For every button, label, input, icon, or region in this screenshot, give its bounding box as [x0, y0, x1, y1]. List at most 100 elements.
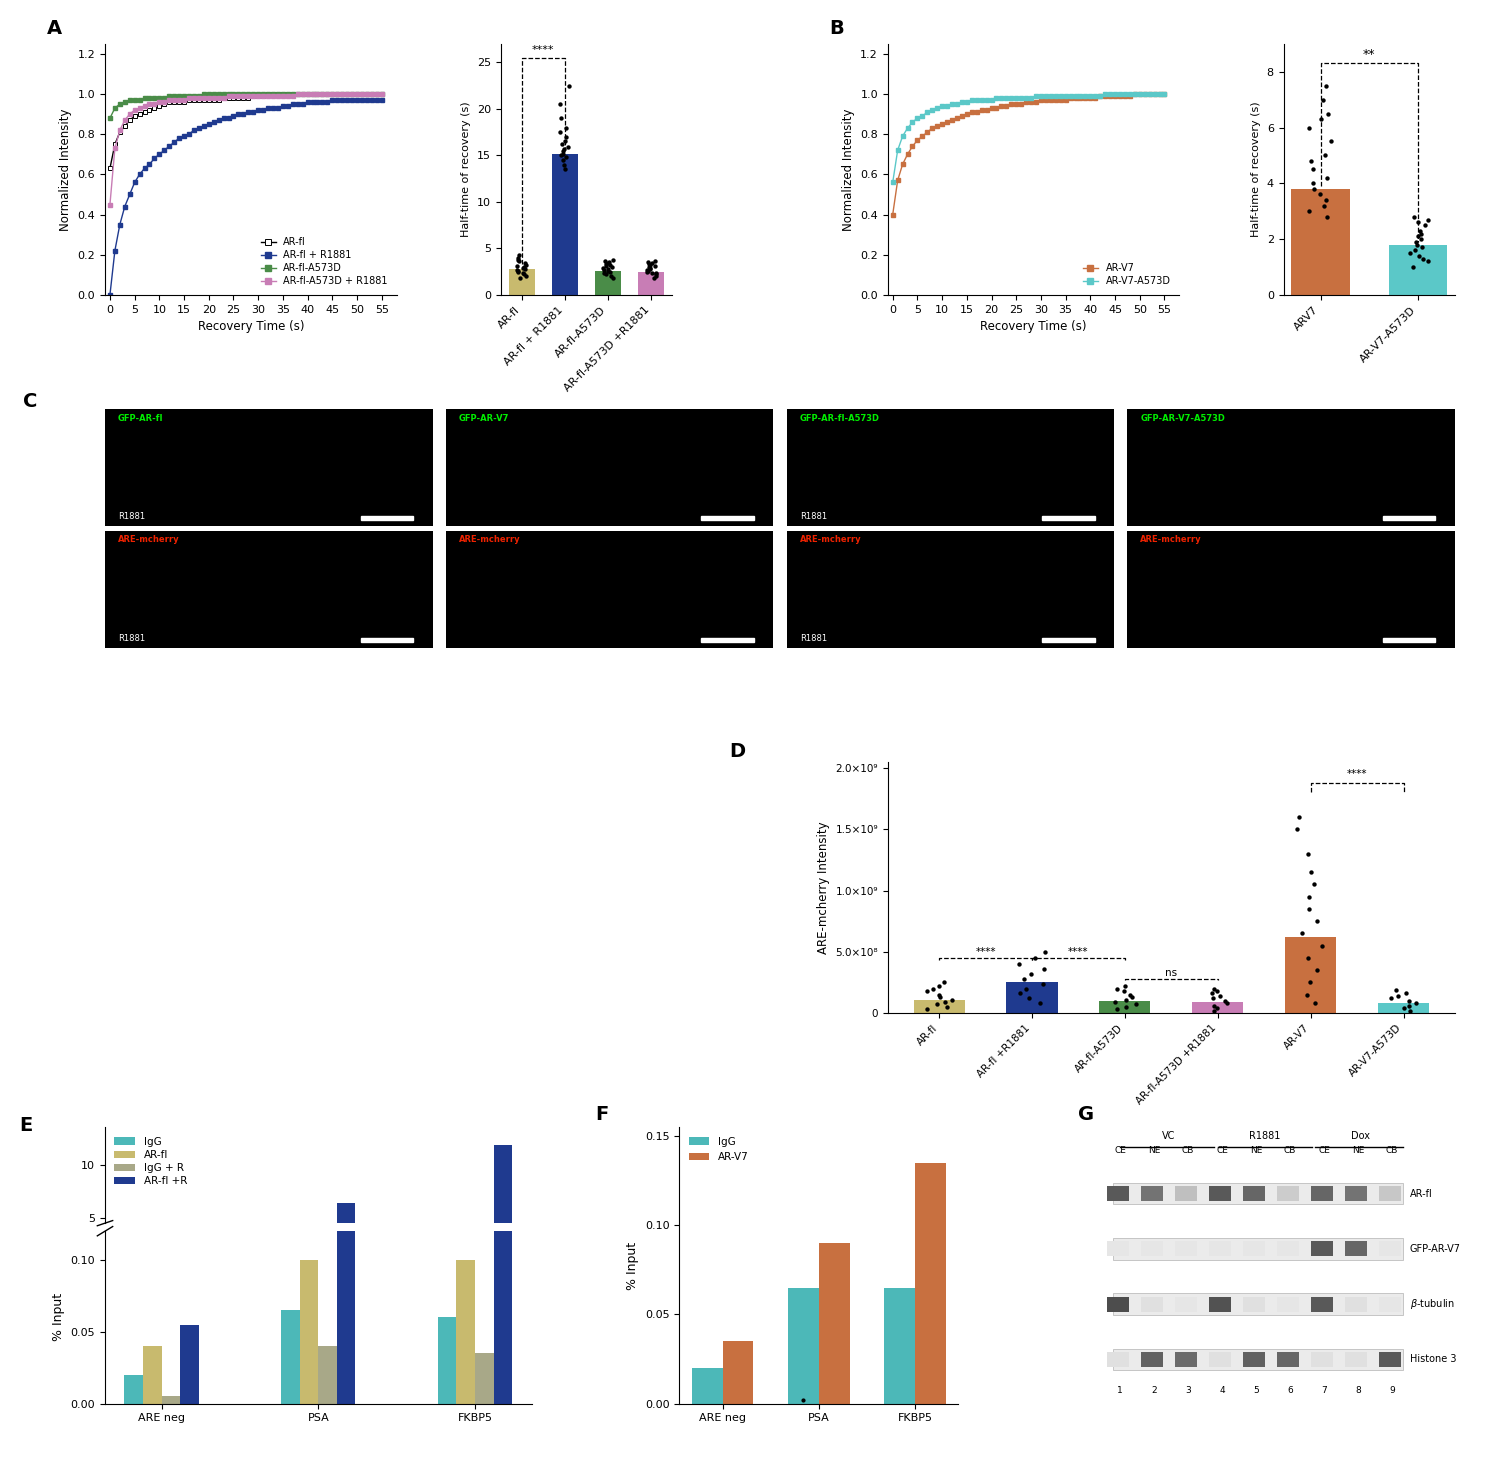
Point	[1029, 991, 1053, 1015]
Point	[1298, 971, 1322, 994]
Point	[512, 256, 536, 279]
Point	[1304, 991, 1328, 1015]
Point	[1308, 183, 1332, 206]
Bar	[1378, 1186, 1401, 1202]
Point	[1008, 982, 1032, 1006]
Text: CB: CB	[1284, 1146, 1296, 1155]
Text: R1881: R1881	[118, 635, 146, 643]
Point	[554, 158, 578, 181]
Bar	[1142, 1241, 1162, 1256]
Point	[1312, 143, 1336, 167]
Point	[592, 259, 616, 282]
Text: CE: CE	[1114, 1146, 1126, 1155]
Point	[1113, 974, 1137, 997]
Point	[1286, 817, 1310, 841]
Bar	[1276, 1297, 1299, 1311]
Bar	[1209, 1297, 1231, 1311]
Point	[638, 253, 662, 276]
Point	[1200, 982, 1224, 1006]
Text: NE: NE	[1352, 1146, 1365, 1155]
Point	[507, 250, 531, 273]
Point	[1401, 256, 1425, 279]
Point	[644, 260, 668, 284]
Y-axis label: Half-time of recovery (s): Half-time of recovery (s)	[1251, 101, 1262, 237]
X-axis label: Recovery Time (s): Recovery Time (s)	[198, 320, 304, 333]
Point	[554, 146, 578, 170]
Point	[1204, 980, 1228, 1003]
Point	[506, 246, 530, 269]
Point	[636, 250, 660, 273]
Point	[549, 107, 573, 130]
Y-axis label: Normalized Intensity: Normalized Intensity	[842, 108, 855, 231]
Point	[552, 137, 576, 161]
Text: ns: ns	[1166, 968, 1178, 978]
Point	[507, 243, 531, 266]
Point	[554, 130, 578, 154]
Bar	[702, 516, 754, 520]
Point	[594, 263, 618, 287]
Point	[513, 257, 537, 281]
Point	[638, 253, 662, 276]
Bar	[162, 1396, 180, 1404]
Point	[1408, 228, 1432, 251]
Point	[638, 257, 662, 281]
Point	[927, 982, 951, 1006]
Text: ARE-mcherry: ARE-mcherry	[459, 535, 520, 544]
Bar	[1107, 1241, 1130, 1256]
Point	[600, 256, 624, 279]
Point	[596, 257, 619, 281]
Bar	[124, 1374, 142, 1404]
Point	[549, 133, 573, 156]
Point	[1416, 250, 1440, 273]
Point	[1404, 232, 1428, 256]
Bar	[1244, 1241, 1264, 1256]
Text: VC: VC	[1162, 1132, 1176, 1142]
Point	[592, 250, 616, 273]
Point	[928, 985, 952, 1009]
Point	[644, 263, 668, 287]
Bar	[360, 637, 413, 642]
Point	[1305, 909, 1329, 933]
Bar	[280, 1310, 300, 1404]
Point	[1032, 940, 1056, 963]
Bar	[1383, 516, 1435, 520]
Bar	[1007, 982, 1058, 1013]
Point	[594, 253, 618, 276]
Point	[596, 259, 619, 282]
Point	[1386, 984, 1410, 1007]
Point	[1404, 991, 1428, 1015]
Point	[1410, 222, 1434, 246]
Point	[921, 977, 945, 1000]
Point	[1398, 241, 1422, 265]
Text: ARE-mcherry: ARE-mcherry	[800, 535, 861, 544]
Point	[1378, 987, 1402, 1010]
Text: 8: 8	[1356, 1386, 1360, 1395]
Bar	[360, 516, 413, 520]
Bar	[494, 1146, 512, 1270]
Point	[644, 265, 668, 288]
Point	[1311, 194, 1335, 218]
Bar	[639, 272, 664, 295]
Y-axis label: Normalized Intensity: Normalized Intensity	[58, 108, 72, 231]
Bar	[300, 1260, 318, 1404]
Point	[597, 250, 621, 273]
Text: **: **	[1364, 48, 1376, 60]
Point	[1023, 946, 1047, 969]
Point	[514, 253, 538, 276]
Point	[1316, 205, 1340, 228]
Bar	[1174, 1297, 1197, 1311]
Point	[1007, 952, 1031, 975]
Text: ****: ****	[532, 45, 555, 56]
Point	[1407, 211, 1431, 234]
Point	[1311, 88, 1335, 111]
Point	[554, 126, 578, 149]
Point	[1316, 102, 1340, 126]
Bar	[1192, 1001, 1243, 1013]
Bar	[915, 1164, 945, 1404]
Point	[1410, 235, 1434, 259]
Point	[1032, 972, 1056, 996]
Point	[915, 997, 939, 1020]
Point	[1394, 982, 1417, 1006]
Point	[594, 254, 618, 278]
Point	[504, 254, 528, 278]
